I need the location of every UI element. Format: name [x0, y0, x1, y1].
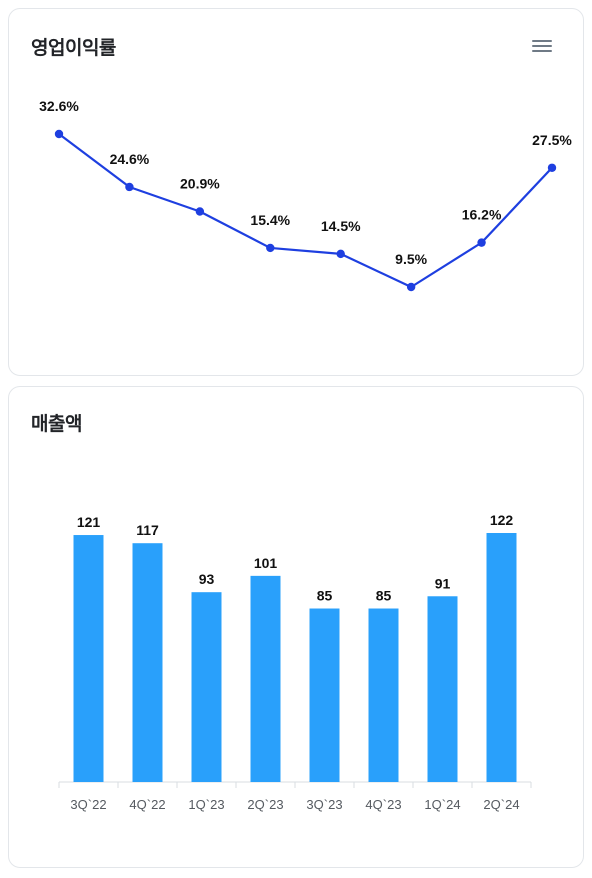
data-point [477, 238, 486, 247]
data-label: 27.5% [532, 132, 572, 148]
data-label: 9.5% [395, 251, 427, 267]
data-label: 85 [376, 588, 392, 604]
sales-bar [368, 608, 399, 782]
hamburger-menu-icon[interactable] [531, 37, 553, 55]
data-point [54, 129, 64, 139]
sales-bar [250, 575, 281, 782]
data-label: 117 [136, 522, 159, 538]
x-tick-label: 2Q`23 [247, 797, 283, 812]
data-label: 24.6% [110, 151, 150, 167]
sales-bar-chart: 121 3Q`22 117 4Q`22 93 1Q`23 101 2Q`23 85 3Q`23 85… [58, 512, 532, 812]
operating-margin-line-chart: 32.6% 24.6% 20.9% 15.4% 14.5% 9.5% 16.2% 27.5% [39, 98, 572, 292]
x-tick-label: 2Q`24 [483, 797, 519, 812]
data-point [547, 163, 557, 172]
sales-card: 매출액 121 3Q`22 117 4Q`22 93 1Q`23 101 2Q`23 85 3Q`… [8, 386, 584, 868]
operating-margin-card: 영업이익률 32.6% 24.6% 20.9% 15.4% 14.5% 9.5% 16.2%… [8, 8, 584, 376]
data-point [336, 249, 345, 259]
data-point [406, 282, 416, 292]
x-tick-label: 1Q`24 [424, 797, 460, 812]
data-label: 14.5% [321, 218, 361, 234]
sales-bar [191, 592, 222, 782]
data-point [266, 243, 275, 253]
x-tick-label: 4Q`22 [129, 797, 165, 812]
data-point [125, 182, 134, 192]
x-tick-label: 3Q`23 [306, 797, 342, 812]
sales-bar [427, 596, 458, 782]
data-point [195, 207, 205, 216]
data-label: 20.9% [180, 175, 220, 191]
sales-bar [73, 535, 104, 782]
operating-margin-line [58, 133, 553, 289]
data-label: 16.2% [462, 207, 502, 223]
data-label: 85 [317, 588, 333, 604]
sales-bar [486, 533, 517, 782]
sales-bar [309, 608, 340, 782]
data-label: 122 [490, 512, 514, 528]
x-tick-label: 1Q`23 [188, 797, 224, 812]
sales-bar [132, 543, 163, 782]
data-label: 93 [199, 571, 215, 587]
sales-title: 매출액 [31, 413, 82, 435]
x-tick-label: 3Q`22 [70, 797, 106, 812]
data-label: 32.6% [39, 98, 79, 114]
operating-margin-title: 영업이익률 [31, 37, 116, 59]
data-label: 15.4% [250, 212, 290, 228]
data-label: 91 [435, 575, 451, 591]
x-tick-label: 4Q`23 [365, 797, 401, 812]
data-label: 101 [254, 555, 278, 571]
data-label: 121 [77, 514, 101, 530]
